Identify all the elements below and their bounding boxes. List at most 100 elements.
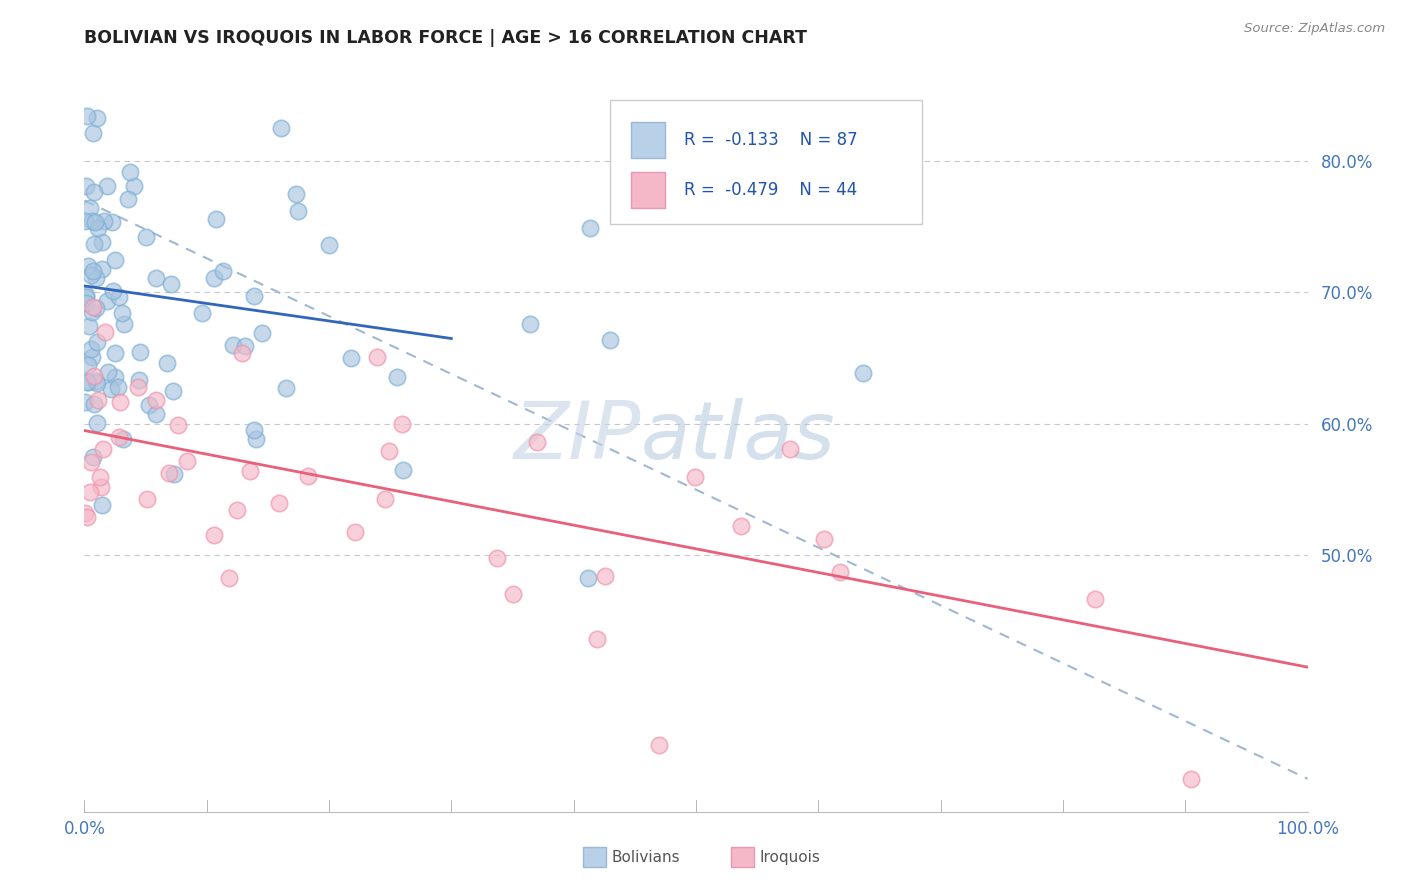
Point: [852, 367, 875, 381]
Point: [222, 337, 245, 351]
Point: [243, 289, 266, 303]
Point: [378, 444, 401, 458]
Point: [111, 306, 134, 320]
Point: [75, 295, 97, 310]
Point: [100, 382, 122, 396]
Point: [80, 343, 103, 357]
Point: [526, 434, 548, 449]
Point: [86, 393, 108, 408]
Point: [239, 464, 262, 478]
Point: [110, 395, 132, 409]
Point: [86, 335, 108, 350]
Point: [75, 179, 97, 194]
Point: [128, 373, 150, 387]
Point: [76, 109, 98, 123]
Point: [250, 326, 273, 340]
Text: R =  -0.133    N = 87: R = -0.133 N = 87: [683, 130, 858, 149]
Point: [231, 346, 253, 360]
Point: [318, 238, 340, 252]
Point: [145, 271, 167, 285]
Text: atlas: atlas: [641, 398, 835, 476]
Point: [191, 306, 214, 320]
Point: [374, 492, 396, 507]
Point: [392, 462, 415, 476]
FancyBboxPatch shape: [610, 100, 922, 224]
Point: [176, 454, 198, 468]
Point: [122, 178, 145, 193]
Point: [276, 382, 298, 396]
Point: [135, 491, 157, 506]
Point: [96, 294, 118, 309]
Point: [80, 268, 103, 282]
Point: [94, 325, 117, 339]
Point: [84, 271, 107, 285]
Text: ZIP: ZIP: [513, 398, 641, 476]
Text: Bolivians: Bolivians: [612, 850, 681, 864]
Point: [104, 370, 127, 384]
Point: [145, 393, 167, 408]
Point: [75, 395, 97, 409]
Point: [366, 351, 388, 365]
Point: [167, 418, 190, 433]
Point: [79, 201, 101, 215]
Point: [391, 417, 413, 432]
Point: [813, 532, 835, 546]
Point: [76, 509, 98, 524]
Point: [117, 192, 139, 206]
Point: [80, 305, 103, 319]
Point: [75, 290, 97, 304]
Point: [127, 380, 149, 394]
Text: Iroquois: Iroquois: [759, 850, 820, 864]
Point: [86, 416, 108, 430]
Point: [138, 398, 160, 412]
Point: [77, 358, 100, 372]
Point: [245, 432, 267, 446]
Point: [599, 333, 621, 347]
Point: [502, 587, 524, 601]
Point: [1084, 591, 1107, 606]
Point: [519, 317, 541, 331]
Point: [77, 259, 100, 273]
Text: R =  -0.479    N = 44: R = -0.479 N = 44: [683, 181, 858, 199]
Point: [82, 126, 104, 140]
Point: [86, 301, 108, 316]
Point: [82, 300, 104, 314]
Point: [145, 407, 167, 421]
Point: [86, 374, 108, 388]
Point: [90, 499, 112, 513]
Bar: [631, 121, 665, 158]
Point: [593, 568, 616, 582]
Point: [79, 455, 101, 469]
Point: [84, 214, 107, 228]
Point: [90, 235, 112, 250]
Point: [107, 290, 129, 304]
Bar: [631, 172, 665, 208]
Point: [297, 468, 319, 483]
Text: BOLIVIAN VS IROQUOIS IN LABOR FORCE | AGE > 16 CORRELATION CHART: BOLIVIAN VS IROQUOIS IN LABOR FORCE | AG…: [84, 29, 807, 47]
Text: Source: ZipAtlas.com: Source: ZipAtlas.com: [1244, 22, 1385, 36]
Point: [76, 375, 98, 389]
Point: [160, 277, 183, 291]
Point: [86, 376, 108, 390]
Point: [86, 111, 108, 125]
Point: [340, 351, 363, 365]
Point: [96, 179, 118, 194]
Point: [205, 211, 228, 226]
Point: [101, 284, 124, 298]
Point: [576, 571, 599, 585]
Point: [107, 379, 129, 393]
Point: [269, 496, 291, 510]
Point: [202, 271, 225, 285]
Point: [1180, 772, 1202, 786]
Point: [104, 253, 127, 268]
Point: [387, 370, 409, 384]
Point: [226, 502, 249, 516]
Point: [779, 442, 801, 457]
Point: [76, 376, 98, 390]
Point: [648, 738, 671, 752]
Point: [344, 525, 367, 540]
Point: [90, 480, 112, 494]
Point: [135, 229, 157, 244]
Point: [83, 397, 105, 411]
Point: [128, 344, 150, 359]
